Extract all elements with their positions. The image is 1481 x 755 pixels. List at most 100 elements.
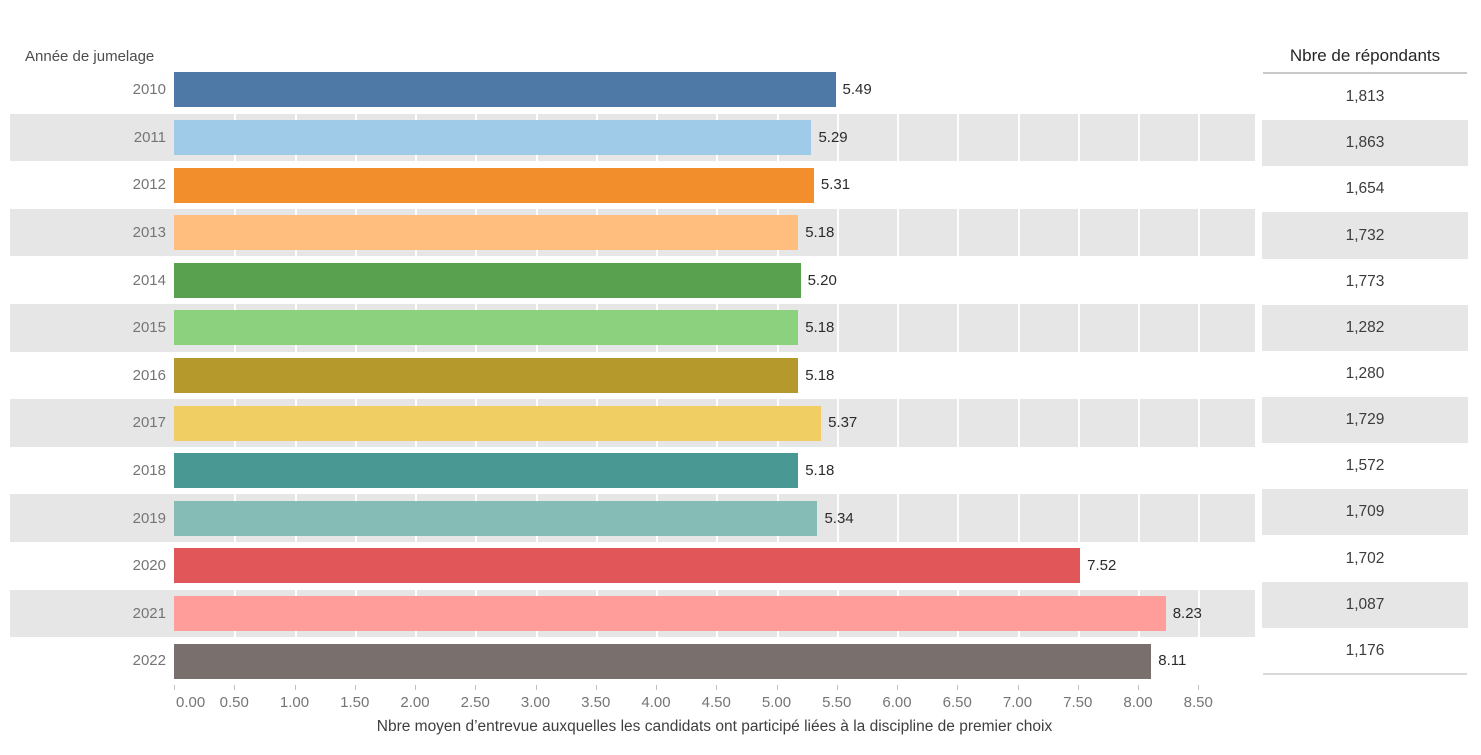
x-tick-label: 0.50 bbox=[219, 694, 249, 711]
year-label: 2017 bbox=[132, 414, 166, 432]
value-label: 5.18 bbox=[805, 462, 835, 480]
year-label: 2013 bbox=[132, 224, 166, 242]
respondent-value: 1,702 bbox=[1345, 549, 1385, 567]
respondent-value: 1,773 bbox=[1345, 272, 1385, 290]
x-tick bbox=[656, 685, 657, 690]
x-tick bbox=[1198, 685, 1200, 690]
year-label: 2010 bbox=[132, 81, 166, 99]
year-label: 2022 bbox=[132, 652, 166, 670]
bar-2019[interactable] bbox=[174, 500, 818, 536]
value-label: 5.20 bbox=[807, 271, 837, 289]
bar-2014[interactable] bbox=[174, 262, 801, 298]
x-tick bbox=[1077, 685, 1079, 690]
x-tick bbox=[1138, 685, 1139, 690]
value-label: 5.29 bbox=[818, 128, 848, 146]
respondent-value: 1,087 bbox=[1345, 595, 1385, 613]
x-tick bbox=[174, 685, 175, 690]
value-label: 8.23 bbox=[1172, 604, 1202, 622]
year-label: 2014 bbox=[132, 271, 166, 289]
x-tick bbox=[897, 685, 898, 690]
gridline bbox=[1017, 66, 1020, 685]
x-tick-label: 3.50 bbox=[581, 694, 611, 711]
year-label: 2020 bbox=[132, 557, 166, 575]
table-header-rule bbox=[1263, 72, 1467, 74]
respondent-value: 1,282 bbox=[1345, 318, 1385, 336]
x-tick-label: 8.00 bbox=[1123, 694, 1153, 711]
gridline bbox=[1198, 66, 1201, 685]
bar-2016[interactable] bbox=[174, 357, 799, 393]
value-label: 5.37 bbox=[828, 414, 858, 432]
x-tick-label: 6.50 bbox=[942, 694, 972, 711]
year-label: 2016 bbox=[132, 366, 166, 384]
x-tick bbox=[836, 685, 838, 690]
respondent-value: 1,280 bbox=[1345, 364, 1385, 382]
year-label: 2015 bbox=[132, 319, 166, 337]
x-tick-label: 0.00 bbox=[176, 694, 206, 711]
respondents-table-header: Nbre de répondants bbox=[1289, 46, 1441, 65]
value-label: 5.34 bbox=[824, 509, 854, 527]
value-label: 5.18 bbox=[805, 224, 835, 242]
x-tick-label: 5.00 bbox=[761, 694, 792, 711]
gridline bbox=[1077, 66, 1080, 685]
gridline bbox=[1138, 66, 1140, 685]
bar-2017[interactable] bbox=[174, 405, 822, 441]
x-tick bbox=[415, 685, 416, 690]
respondent-value: 1,709 bbox=[1345, 503, 1385, 521]
x-tick-label: 4.50 bbox=[701, 694, 731, 711]
bar-2010[interactable] bbox=[174, 72, 836, 108]
x-tick-label: 2.00 bbox=[400, 694, 430, 711]
x-tick-label: 5.50 bbox=[822, 694, 852, 711]
value-label: 5.31 bbox=[820, 176, 851, 194]
table-bottom-rule bbox=[1263, 673, 1467, 675]
respondent-value: 1,729 bbox=[1345, 411, 1385, 429]
year-label: 2011 bbox=[133, 128, 166, 146]
bar-2022[interactable] bbox=[174, 643, 1152, 679]
x-tick-label: 1.00 bbox=[279, 694, 310, 711]
x-tick-label: 7.00 bbox=[1002, 694, 1033, 711]
bar-2011[interactable] bbox=[174, 119, 812, 155]
year-label: 2021 bbox=[132, 604, 166, 622]
x-tick-label: 8.50 bbox=[1183, 694, 1213, 711]
respondent-value: 1,572 bbox=[1345, 457, 1385, 475]
bar-2018[interactable] bbox=[174, 453, 799, 489]
x-tick bbox=[595, 685, 597, 690]
bar-2021[interactable] bbox=[174, 595, 1166, 631]
table-row-band bbox=[1262, 212, 1468, 259]
bar-2013[interactable] bbox=[174, 215, 799, 251]
x-tick bbox=[535, 685, 537, 690]
x-tick-label: 2.50 bbox=[460, 694, 490, 711]
gridline bbox=[957, 66, 960, 685]
year-label: 2018 bbox=[132, 462, 166, 480]
x-tick bbox=[475, 685, 477, 690]
respondent-value: 1,176 bbox=[1345, 641, 1385, 659]
value-label: 5.18 bbox=[805, 366, 835, 384]
respondent-value: 1,813 bbox=[1345, 88, 1385, 106]
x-tick-label: 7.50 bbox=[1063, 694, 1093, 711]
table-row-band bbox=[1262, 120, 1468, 167]
table-row-band bbox=[1262, 581, 1468, 628]
x-tick bbox=[716, 685, 718, 690]
table-row-band bbox=[1262, 304, 1468, 351]
value-label: 8.11 bbox=[1158, 652, 1187, 670]
year-label: 2019 bbox=[132, 509, 166, 527]
respondent-value: 1,654 bbox=[1345, 180, 1385, 198]
bar-2015[interactable] bbox=[174, 310, 799, 346]
value-label: 5.18 bbox=[805, 319, 835, 337]
row-header-title: Année de jumelage bbox=[25, 48, 155, 65]
respondent-value: 1,863 bbox=[1345, 134, 1385, 152]
gridline bbox=[836, 66, 839, 685]
year-label: 2012 bbox=[132, 176, 166, 194]
bar-2012[interactable] bbox=[174, 167, 814, 203]
bar-2020[interactable] bbox=[174, 548, 1081, 584]
x-axis-title: Nbre moyen d’entrevue auxquelles les can… bbox=[376, 718, 1053, 735]
x-tick bbox=[957, 685, 959, 690]
x-tick bbox=[234, 685, 236, 690]
x-tick-label: 6.00 bbox=[882, 694, 912, 711]
x-tick bbox=[1017, 685, 1019, 690]
respondent-value: 1,732 bbox=[1345, 226, 1385, 244]
table-row-band bbox=[1262, 397, 1468, 444]
gridline bbox=[897, 66, 899, 685]
table-row-band bbox=[1262, 489, 1468, 536]
value-label: 5.49 bbox=[842, 81, 872, 99]
